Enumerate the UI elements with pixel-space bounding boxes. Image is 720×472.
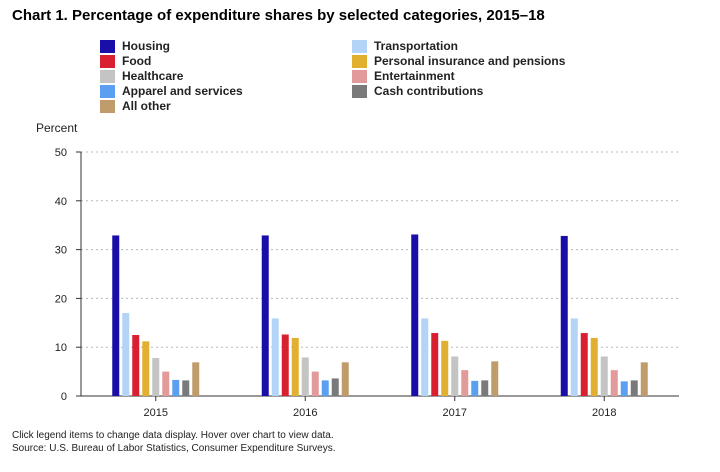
legend-swatch-transportation [352,39,367,53]
bar-2015-all-other[interactable] [192,362,200,396]
bar-2017-food[interactable] [431,333,439,396]
bar-2016-transportation[interactable] [271,318,279,396]
bar-2017-apparel-and-services[interactable] [471,380,479,396]
bar-2015-cash-contributions[interactable] [182,380,190,396]
y-tick-label-50: 50 [55,147,67,159]
legend-item-housing[interactable]: Housing [100,39,170,53]
x-tick-label-2016: 2016 [293,407,317,419]
bar-2016-housing[interactable] [261,235,269,396]
y-tick-label-10: 10 [55,342,67,354]
bar-2018-transportation[interactable] [570,318,578,396]
bar-2016-healthcare[interactable] [301,357,309,396]
y-tick-label-30: 30 [55,245,67,257]
chart-note: Click legend items to change data displa… [12,430,334,441]
bar-2018-all-other[interactable] [640,362,648,396]
bar-2016-food[interactable] [281,334,289,396]
legend-item-apparel[interactable]: Apparel and services [100,84,243,98]
legend-label-transportation: Transportation [374,39,459,53]
bar-2017-all-other[interactable] [491,361,499,396]
legend-label-healthcare: Healthcare [122,69,184,83]
legend-label-cash-contributions: Cash contributions [374,84,484,98]
y-tick-label-20: 20 [55,293,67,305]
bar-2017-personal-insurance-and-pensions[interactable] [441,340,449,396]
legend-label-personal-insurance: Personal insurance and pensions [374,54,566,68]
chart-title: Chart 1. Percentage of expenditure share… [12,7,545,24]
x-tick-label-2017: 2017 [443,407,467,419]
legend-swatch-personal-insurance [352,54,367,68]
bar-2015-housing[interactable] [112,235,120,396]
bar-2016-cash-contributions[interactable] [331,378,339,396]
bar-2016-all-other[interactable] [341,362,349,396]
legend-item-healthcare[interactable]: Healthcare [100,69,183,83]
legend-swatch-entertainment [352,69,367,83]
bar-2017-cash-contributions[interactable] [481,380,489,396]
bar-2018-cash-contributions[interactable] [630,380,638,396]
legend-swatch-apparel [100,84,115,98]
y-tick-label-40: 40 [55,196,67,208]
bar-2016-apparel-and-services[interactable] [321,380,329,396]
bar-2018-healthcare[interactable] [600,356,608,396]
bar-2018-apparel-and-services[interactable] [620,381,628,396]
legend-swatch-food [100,54,115,68]
legend-swatch-healthcare [100,69,115,83]
legend-item-entertainment[interactable]: Entertainment [352,69,455,83]
bar-2017-healthcare[interactable] [451,356,459,396]
x-tick-label-2018: 2018 [592,407,616,419]
bar-2015-personal-insurance-and-pensions[interactable] [142,341,150,396]
legend-item-food[interactable]: Food [100,54,151,68]
bar-2016-personal-insurance-and-pensions[interactable] [291,337,299,396]
legend-swatch-cash-contributions [352,84,367,98]
legend-item-cash-contributions[interactable]: Cash contributions [352,84,483,98]
bar-2018-entertainment[interactable] [610,370,618,396]
x-tick-label-2015: 2015 [144,407,168,419]
bar-2015-food[interactable] [132,335,140,396]
bar-2017-transportation[interactable] [421,318,429,396]
legend-label-apparel: Apparel and services [122,84,243,98]
bar-2016-entertainment[interactable] [311,371,319,396]
legend-label-all-other: All other [122,99,171,113]
legend-label-food: Food [122,54,152,68]
bar-2018-personal-insurance-and-pensions[interactable] [590,337,598,396]
legend-item-transportation[interactable]: Transportation [352,39,458,53]
bar-2018-food[interactable] [580,333,588,396]
chart-source: Source: U.S. Bureau of Labor Statistics,… [12,443,336,454]
bar-2015-healthcare[interactable] [152,357,160,396]
y-tick-label-0: 0 [61,391,67,403]
bar-2017-entertainment[interactable] [461,370,469,396]
bar-2015-entertainment[interactable] [162,371,170,396]
legend-item-all-other[interactable]: All other [100,99,171,113]
y-axis-title: Percent [36,121,78,135]
legend-label-housing: Housing [122,39,170,53]
legend-label-entertainment: Entertainment [374,69,455,83]
bar-2015-apparel-and-services[interactable] [172,379,180,396]
legend-swatch-all-other [100,99,115,113]
bar-2015-transportation[interactable] [122,313,130,396]
bar-2017-housing[interactable] [411,234,419,396]
legend-swatch-housing [100,39,115,53]
legend-item-personal-insurance[interactable]: Personal insurance and pensions [352,54,565,68]
bar-2018-housing[interactable] [560,235,568,396]
